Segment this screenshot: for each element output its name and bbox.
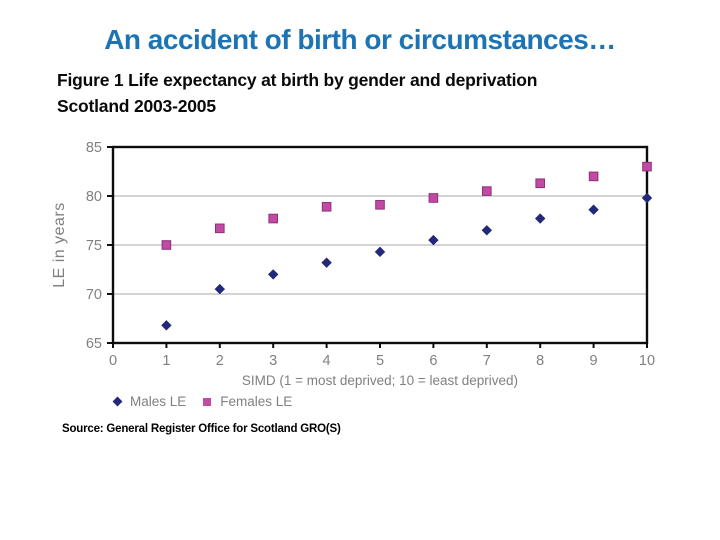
- males-le-point: [535, 213, 546, 224]
- x-tick-label: 2: [216, 353, 224, 369]
- x-tick-label: 5: [376, 353, 384, 369]
- x-tick-label: 10: [639, 353, 655, 369]
- legend-item: Females LE: [203, 394, 292, 409]
- x-axis-title: SIMD (1 = most deprived; 10 = least depr…: [242, 373, 518, 388]
- x-tick-label: 1: [162, 353, 170, 369]
- y-tick-label: 85: [86, 140, 102, 156]
- females-le-point: [375, 200, 385, 210]
- x-tick-label: 3: [269, 353, 277, 369]
- figure-title-line2: Scotland 2003-2005: [57, 96, 216, 116]
- x-tick-label: 4: [323, 353, 331, 369]
- y-tick-label: 70: [86, 287, 102, 303]
- females-le-point: [482, 186, 492, 196]
- males-le-point: [374, 246, 386, 258]
- males-le-point: [161, 320, 172, 331]
- x-tick-label: 7: [483, 353, 491, 369]
- males-le-point: [481, 225, 492, 236]
- y-tick-label: 65: [86, 336, 102, 352]
- x-tick-label: 6: [429, 353, 437, 369]
- males-le-point: [214, 283, 225, 295]
- y-axis-title: LE in years: [51, 202, 68, 288]
- square-marker-icon: [203, 397, 212, 406]
- males-le-point: [268, 269, 279, 280]
- diamond-marker-icon: [112, 396, 123, 407]
- y-tick-label: 75: [86, 238, 102, 254]
- females-le-point: [428, 193, 439, 203]
- males-le-point: [321, 257, 332, 268]
- chart-legend: Males LE Females LE: [112, 394, 292, 409]
- females-le-point: [321, 201, 332, 212]
- males-le-point: [428, 234, 439, 246]
- x-tick-label: 9: [590, 353, 598, 369]
- slide-title: An accident of birth or circumstances…: [104, 24, 616, 55]
- females-le-point: [161, 240, 172, 250]
- legend-label: Males LE: [130, 394, 187, 409]
- x-tick-label: 8: [536, 353, 544, 369]
- legend-label: Females LE: [220, 394, 293, 409]
- figure-title: Figure 1 Life expectancy at birth by gen…: [57, 67, 637, 119]
- females-le-point: [215, 223, 225, 234]
- source-note: Source: General Register Office for Scot…: [62, 423, 341, 435]
- females-le-point: [642, 161, 652, 172]
- y-tick-label: 80: [86, 189, 102, 205]
- x-tick-label: 0: [109, 353, 117, 369]
- males-le-point: [588, 204, 599, 215]
- males-le-point: [641, 192, 653, 204]
- legend-item: Males LE: [112, 394, 187, 409]
- figure-title-line1: Figure 1 Life expectancy at birth by gen…: [57, 70, 538, 90]
- females-le-point: [268, 213, 278, 224]
- females-le-point: [535, 178, 546, 189]
- females-le-point: [588, 171, 599, 182]
